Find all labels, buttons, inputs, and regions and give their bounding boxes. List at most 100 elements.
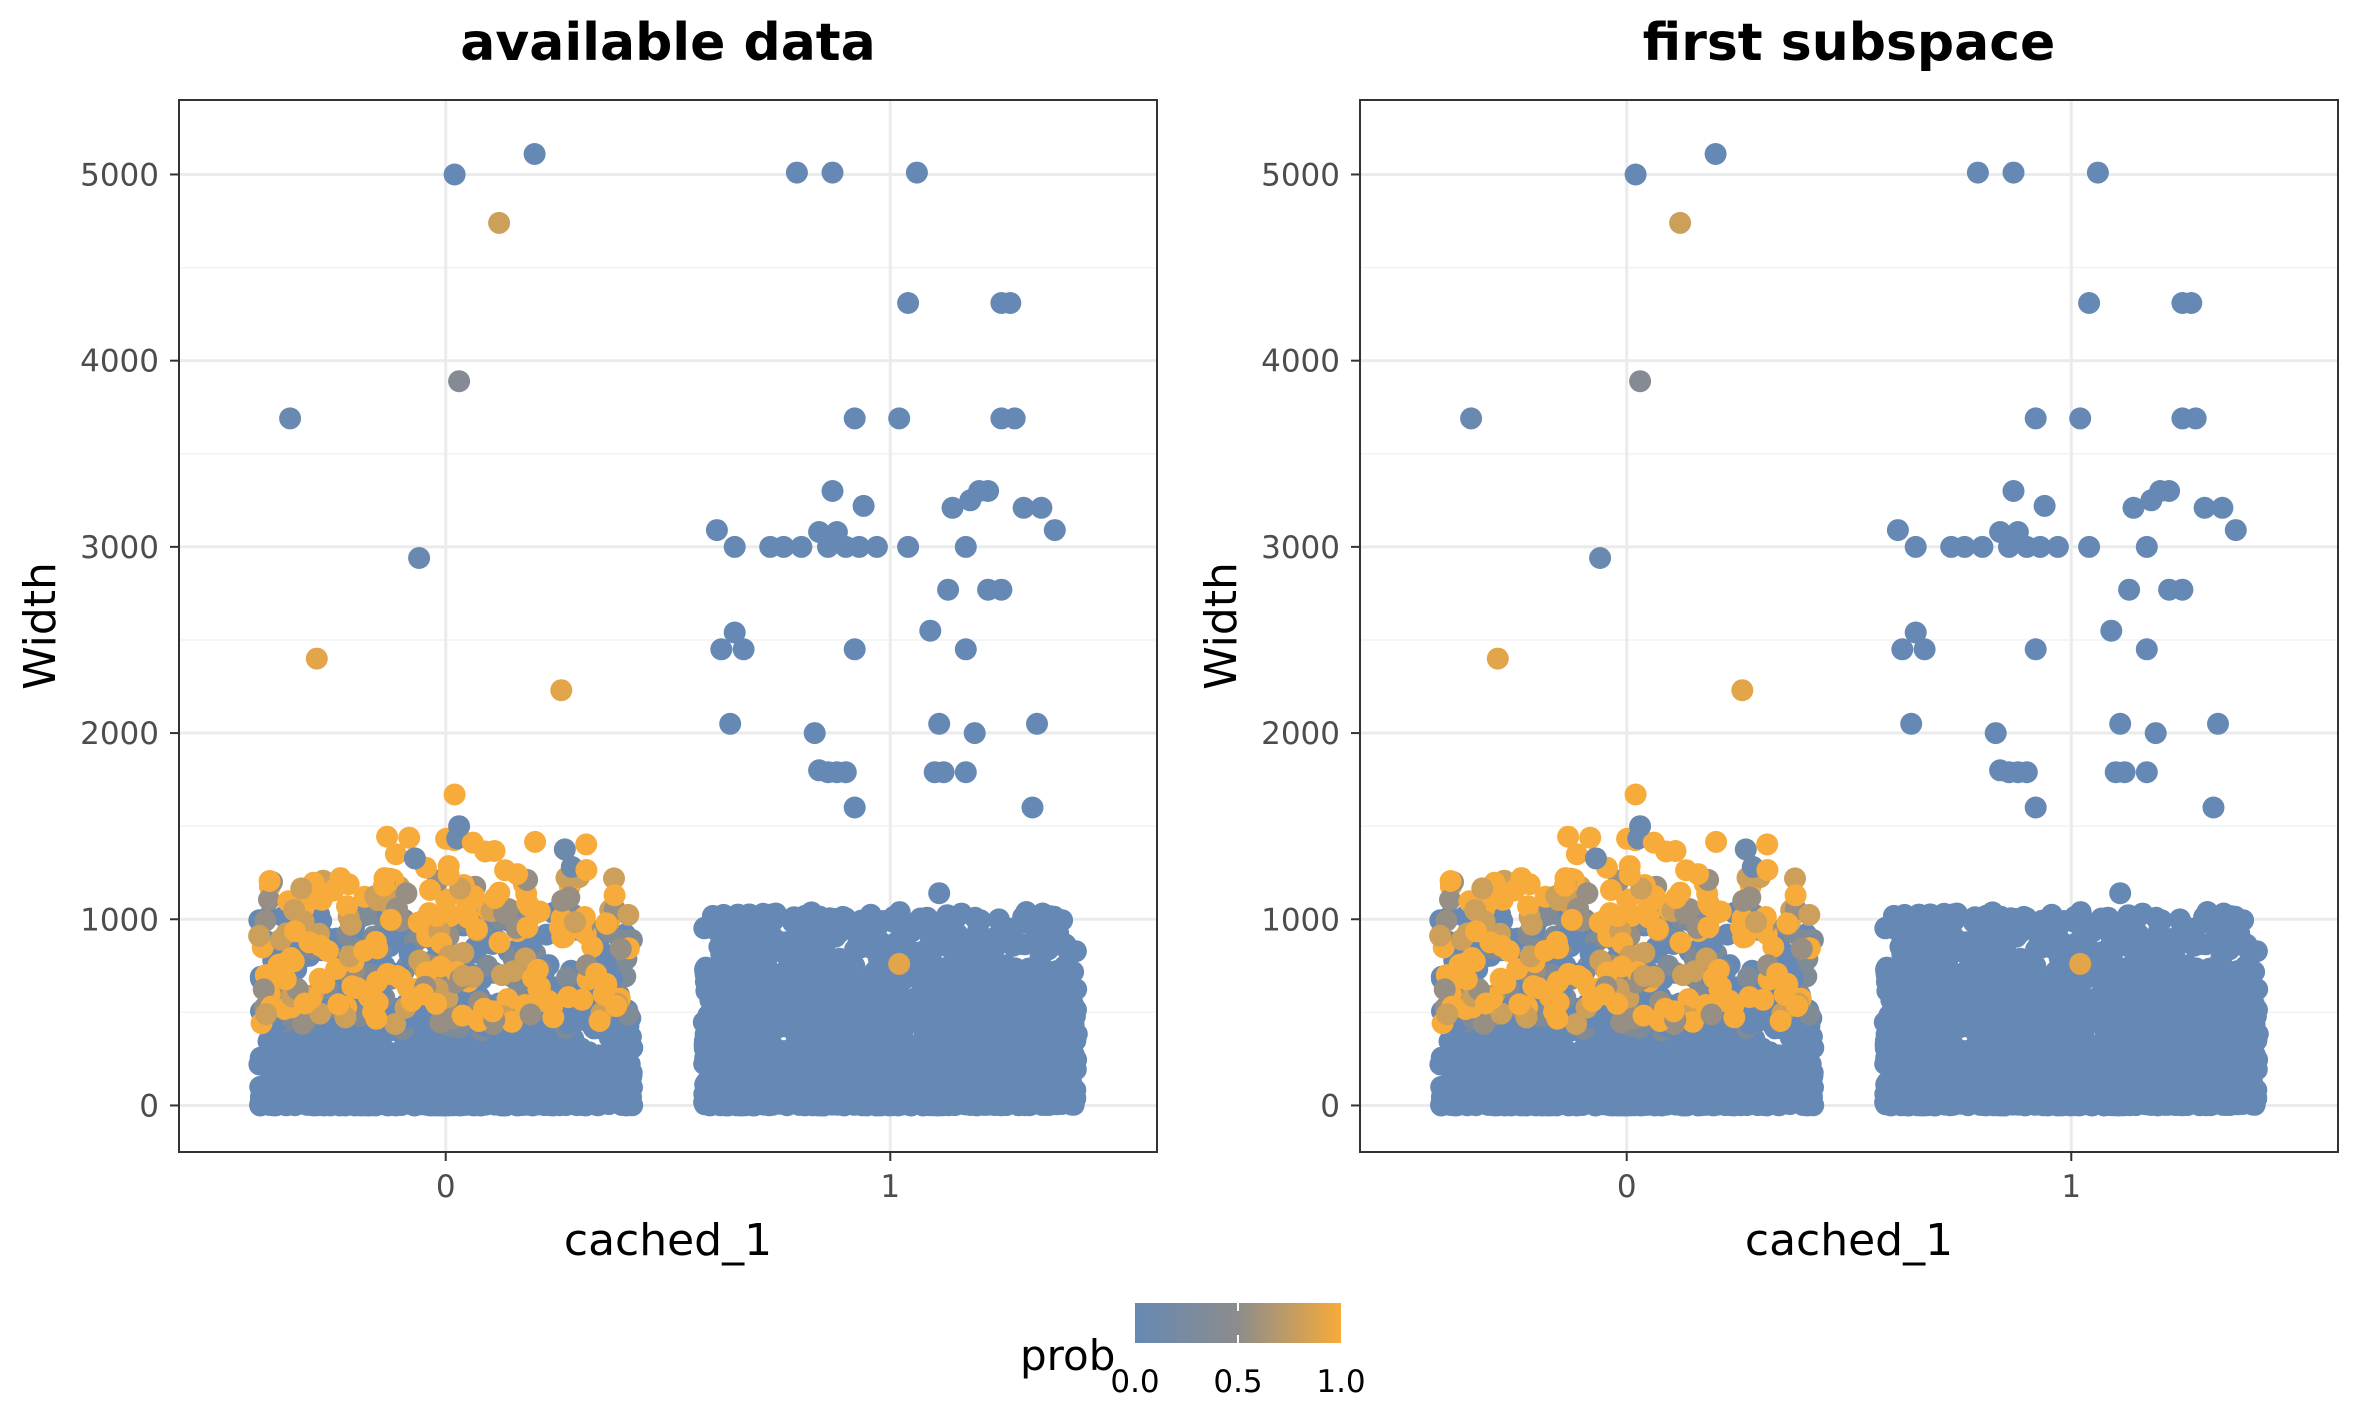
- scatter-point: [521, 966, 544, 989]
- scatter-point: [871, 1066, 894, 1089]
- scatter-point: [592, 983, 615, 1006]
- y-tick-label: 5000: [80, 157, 159, 193]
- scatter-point: [494, 859, 517, 882]
- scatter-point: [362, 1000, 385, 1023]
- scatter-point: [465, 917, 488, 940]
- scatter-point: [1875, 1010, 1897, 1033]
- scatter-point: [282, 950, 305, 973]
- scatter-point: [934, 965, 957, 988]
- scatter-point: [386, 965, 409, 987]
- scatter-point: [1995, 997, 2018, 1020]
- scatter-point: [900, 920, 923, 943]
- scatter-point: [2052, 1066, 2075, 1089]
- scatter-point: [1907, 994, 1930, 1016]
- scatter-point: [1064, 1086, 1087, 1109]
- scatter-point: [575, 859, 598, 881]
- y-tick-label: 4000: [80, 344, 159, 380]
- scatter-point: [741, 1086, 763, 1108]
- scatter-point: [858, 989, 881, 1012]
- scatter-point: [965, 966, 988, 989]
- scatter-point: [990, 915, 1013, 938]
- scatter-point: [1033, 983, 1055, 1006]
- scatter-point: [944, 907, 967, 930]
- scatter-point: [723, 535, 746, 558]
- scatter-point: [502, 1049, 525, 1072]
- scatter-point: [255, 1003, 278, 1026]
- scatter-point: [390, 1039, 413, 1062]
- scatter-point: [452, 964, 475, 987]
- scatter-point: [290, 877, 313, 900]
- scatter-point: [788, 1093, 811, 1116]
- y-tick-label: 2000: [80, 716, 159, 752]
- scatter-point: [721, 1072, 744, 1094]
- scatter-point: [2088, 1091, 2110, 1114]
- scatter-point: [888, 952, 911, 975]
- scatter-point: [575, 833, 598, 856]
- scatter-point: [2152, 932, 2175, 955]
- scatter-point: [608, 1035, 631, 1058]
- scatter-point: [2028, 1053, 2050, 1076]
- scatter-point: [1975, 904, 1998, 927]
- scatter-point: [1969, 1093, 1992, 1116]
- scatter-point: [922, 916, 945, 939]
- scatter-point: [1923, 1022, 1946, 1044]
- scatter-point: [1974, 1020, 1997, 1043]
- scatter-point: [1902, 1072, 1925, 1094]
- scatter-point: [2212, 902, 2235, 925]
- scatter-point: [1023, 1088, 1046, 1111]
- scatter-point: [550, 679, 573, 702]
- scatter-point: [425, 905, 448, 927]
- scatter-point: [1040, 1007, 1063, 1030]
- scatter-point: [2067, 1094, 2090, 1117]
- x-tick-label: 0: [436, 1169, 456, 1205]
- scatter-point: [818, 907, 841, 930]
- scatter-point: [865, 535, 888, 558]
- scatter-point: [785, 161, 808, 184]
- scatter-point: [2236, 1036, 2258, 1059]
- scatter-point: [2103, 916, 2126, 939]
- scatter-point: [469, 1084, 492, 1107]
- scatter-point: [790, 535, 813, 558]
- scatter-point: [403, 847, 426, 870]
- scatter-point: [327, 993, 350, 1016]
- scatter-point: [852, 494, 875, 517]
- scatter-point: [609, 937, 632, 960]
- scatter-point: [304, 1044, 327, 1067]
- scatter-point: [443, 783, 466, 806]
- scatter-point: [2064, 1021, 2086, 1044]
- scatter-point: [585, 962, 608, 985]
- x-axis-label: cached_1: [564, 1215, 772, 1266]
- scatter-point: [284, 920, 306, 943]
- scatter-point: [524, 830, 547, 853]
- scatter-point: [564, 911, 586, 934]
- scatter-point: [432, 1094, 455, 1117]
- y-tick-label: 1000: [80, 902, 159, 938]
- scatter-point: [408, 547, 431, 569]
- scatter-point: [2069, 1047, 2092, 1070]
- scatter-point: [448, 370, 471, 393]
- scatter-point: [930, 1035, 953, 1058]
- scatter-point: [2031, 909, 2054, 932]
- scatter-point: [443, 163, 466, 186]
- scatter-point: [732, 638, 755, 661]
- scatter-point: [2179, 1019, 2202, 1042]
- scatter-point: [488, 211, 511, 234]
- scatter-point: [843, 407, 866, 430]
- scatter-point: [1001, 984, 1024, 1007]
- scatter-point: [888, 1047, 911, 1070]
- y-axis-label: Width: [15, 562, 66, 690]
- scatter-point: [498, 1086, 521, 1109]
- scatter-point: [705, 519, 728, 542]
- scatter-point: [992, 963, 1015, 986]
- scatter-point: [789, 942, 812, 965]
- scatter-point: [834, 1069, 857, 1092]
- scatter-point: [353, 939, 375, 962]
- scatter-point: [2069, 952, 2092, 975]
- scatter-point: [1030, 496, 1053, 519]
- scatter-point: [943, 934, 966, 957]
- scatter-point: [919, 619, 942, 642]
- scatter-point: [1936, 1049, 1959, 1072]
- scatter-point: [610, 1093, 633, 1116]
